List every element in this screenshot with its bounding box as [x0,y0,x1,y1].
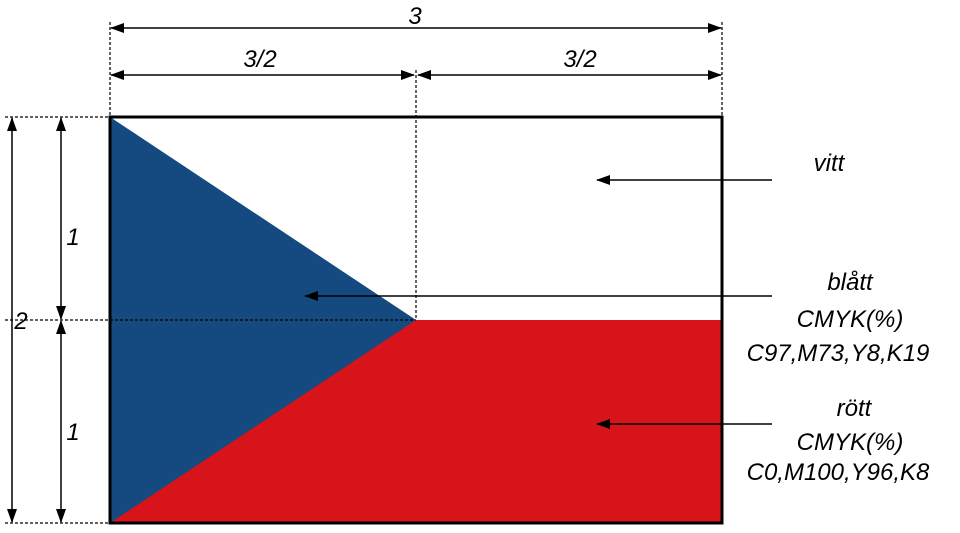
label-red-name: rött [837,395,873,422]
label-total-width: 3 [408,3,422,30]
label-white-name: vitt [814,150,846,177]
label-blue-name: blått [827,269,874,296]
label-lower-height: 1 [66,419,79,446]
label-right-half: 3/2 [563,46,596,73]
label-blue-cmyk: C97,M73,Y8,K19 [747,340,930,367]
label-red-cmyk-title: CMYK(%) [797,429,904,456]
guide-lines [5,22,723,524]
label-left-half: 3/2 [243,46,276,73]
label-red-cmyk: C0,M100,Y96,K8 [747,459,930,486]
label-upper-height: 1 [66,224,79,251]
label-blue-cmyk-title: CMYK(%) [797,306,904,333]
label-total-height: 2 [13,308,27,335]
